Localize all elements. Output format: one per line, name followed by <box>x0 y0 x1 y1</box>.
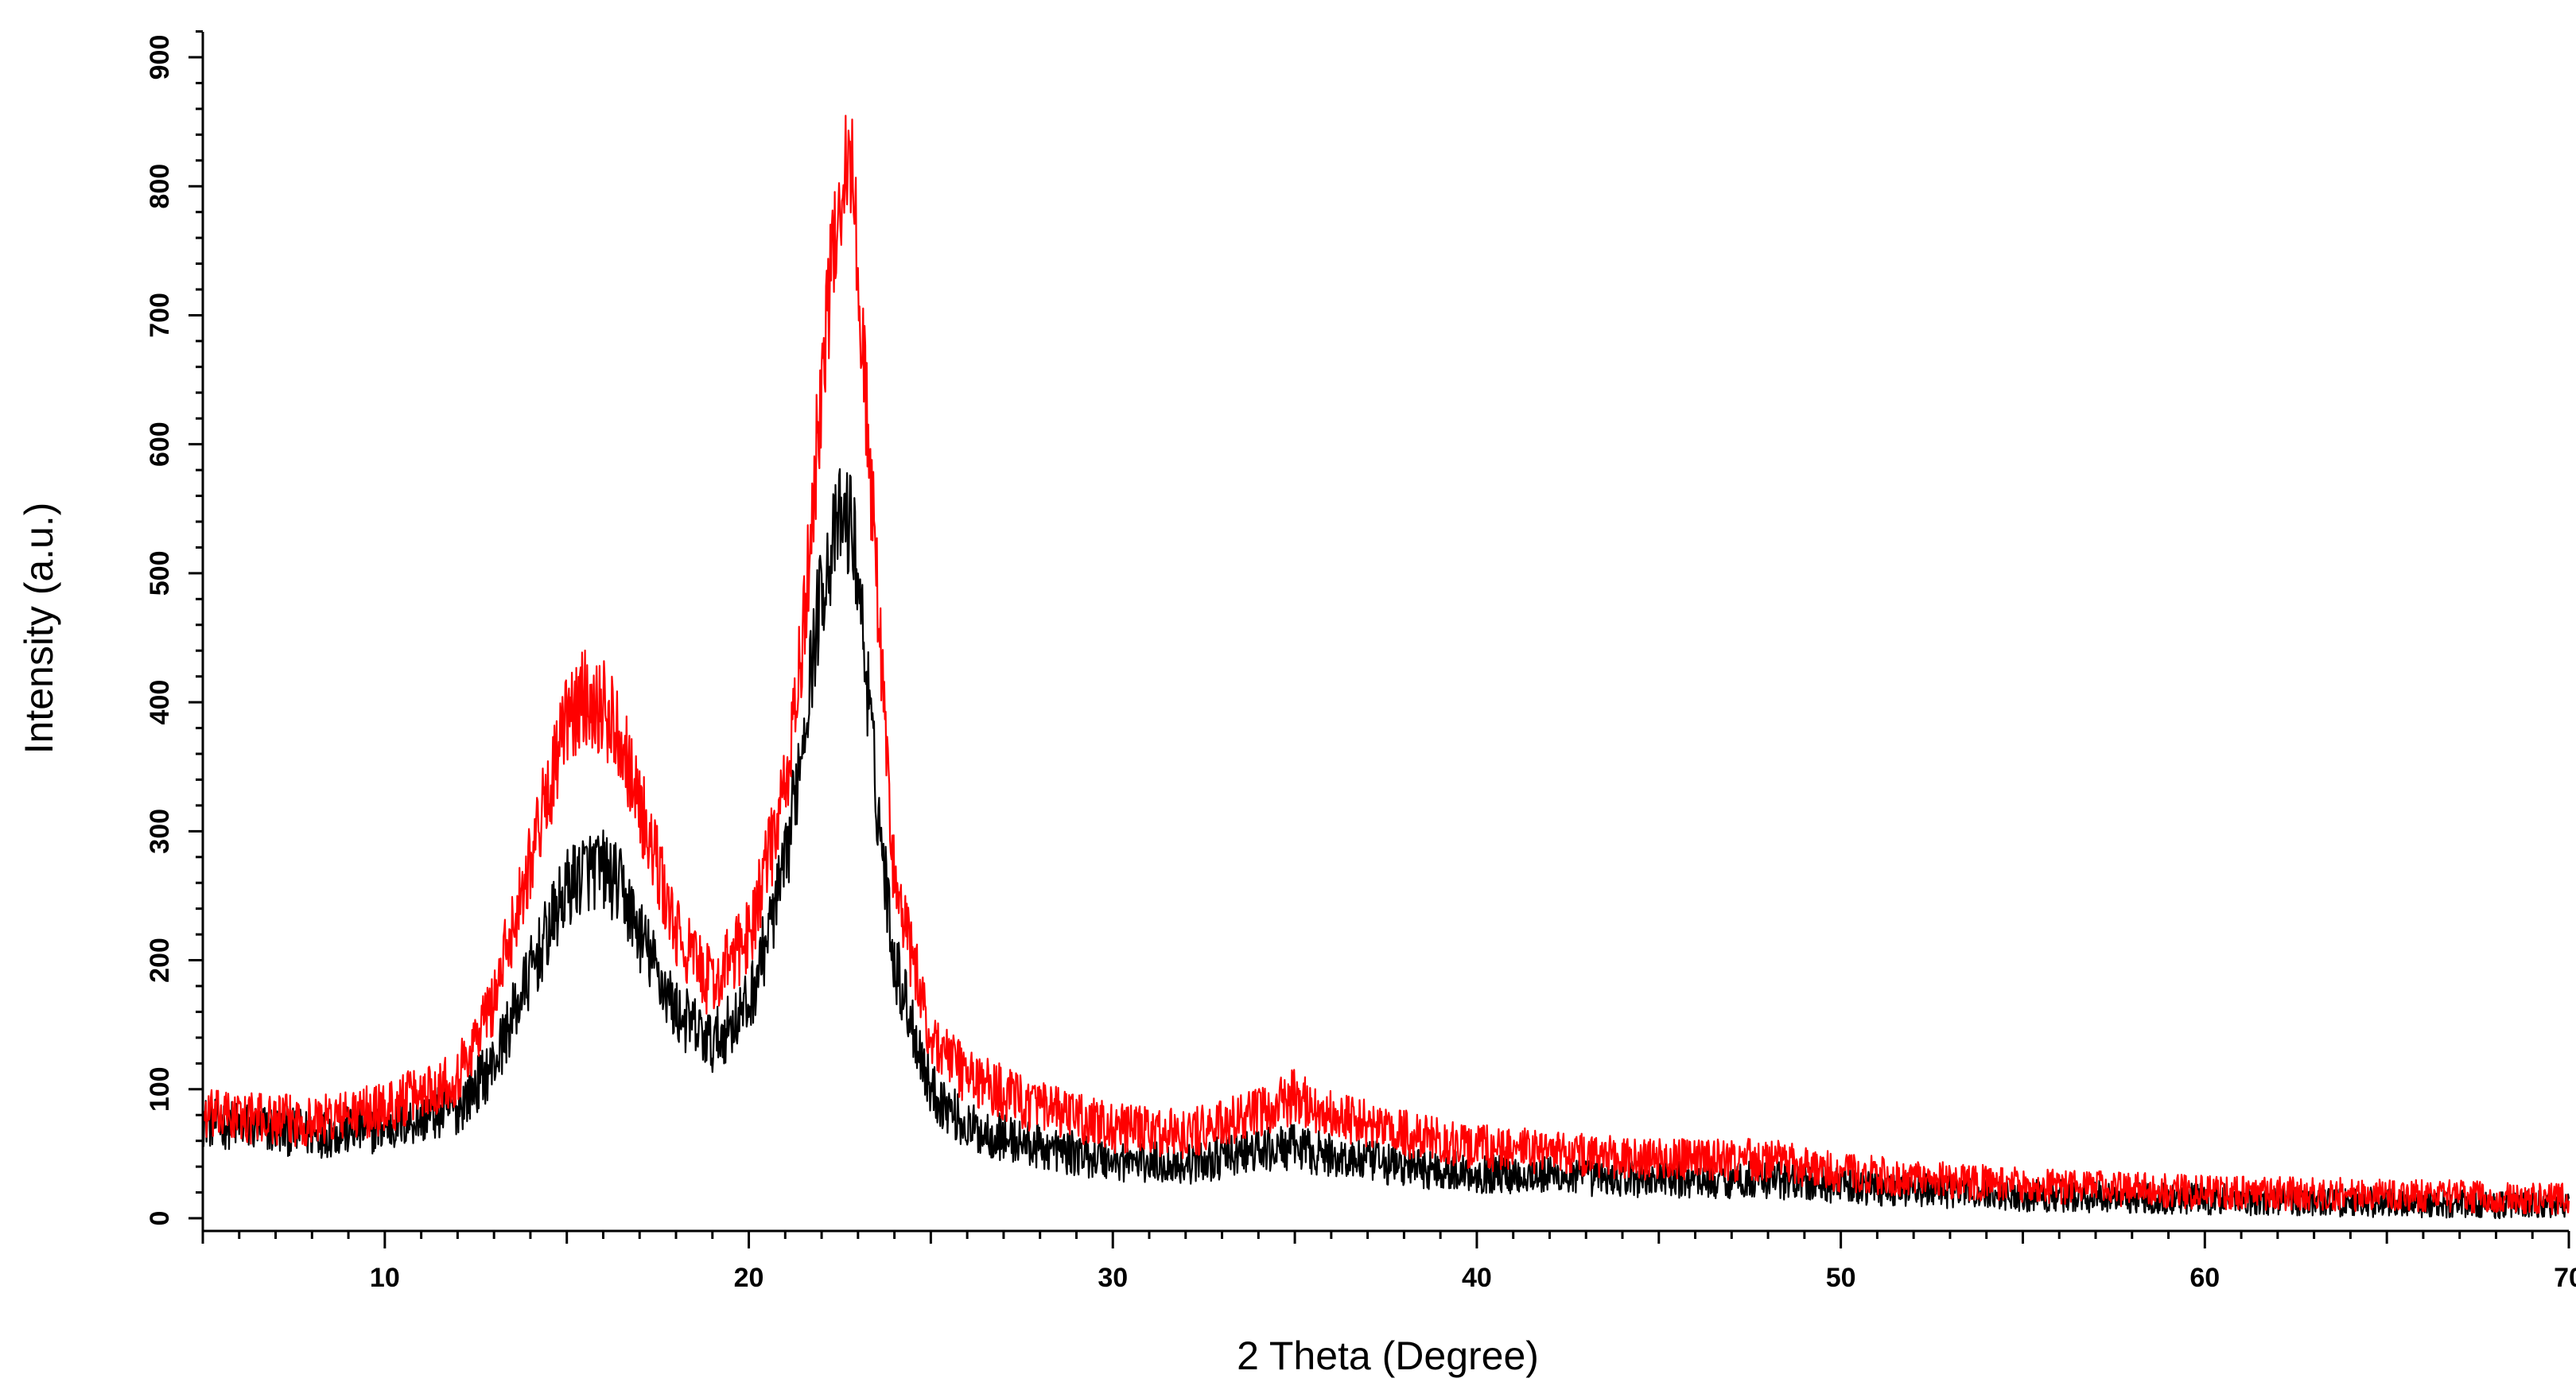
series-black-line <box>202 468 2570 1220</box>
y-tick-label: 800 <box>145 164 175 209</box>
x-tick-label: 60 <box>2189 1263 2220 1293</box>
y-tick-label: 700 <box>145 293 175 338</box>
y-tick-label: 100 <box>145 1066 175 1112</box>
y-tick-label: 600 <box>145 421 175 467</box>
y-axis-title: Intensity (a.u.) <box>17 503 61 755</box>
x-tick-label: 30 <box>1098 1263 1128 1293</box>
x-tick-label: 70 <box>2554 1263 2576 1293</box>
x-tick-label: 50 <box>1826 1263 1856 1293</box>
y-ticks: 0 100 200 300 400 500 600 700 800 900 <box>145 30 203 1226</box>
x-tick-label: 40 <box>1462 1263 1492 1293</box>
y-tick-label: 900 <box>145 35 175 80</box>
y-tick-label: 400 <box>145 680 175 725</box>
x-axis-title: 2 Theta (Degree) <box>1237 1334 1539 1378</box>
y-tick-label: 200 <box>145 938 175 983</box>
series-layer <box>201 115 2570 1220</box>
series-red-line <box>201 115 2570 1215</box>
x-ticks: 10 20 30 40 50 60 70 <box>201 1231 2576 1293</box>
x-tick-label: 10 <box>370 1263 400 1293</box>
y-tick-label: 500 <box>145 551 175 596</box>
y-tick-label: 300 <box>145 809 175 854</box>
y-tick-label: 0 <box>145 1211 175 1226</box>
x-tick-label: 20 <box>734 1263 764 1293</box>
